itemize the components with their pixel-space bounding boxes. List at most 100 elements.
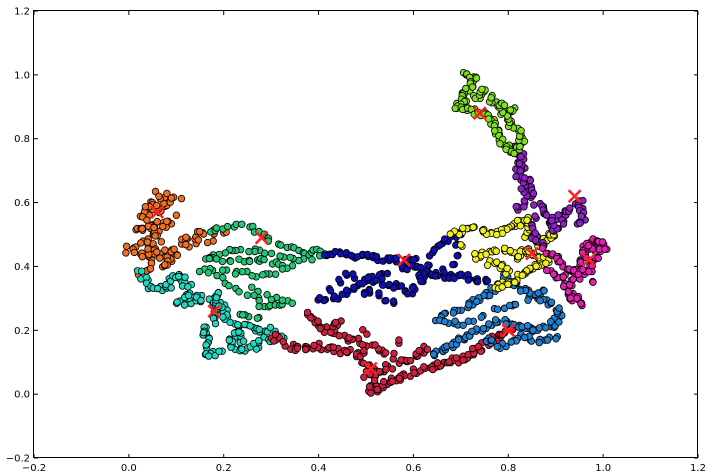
data-point — [548, 216, 556, 225]
data-point — [271, 330, 280, 339]
data-point — [555, 318, 563, 326]
data-point — [155, 192, 163, 200]
data-point — [584, 241, 593, 250]
data-point — [576, 219, 584, 227]
data-point — [406, 356, 415, 365]
data-point — [543, 266, 551, 275]
data-point — [415, 346, 423, 355]
data-point — [465, 301, 473, 309]
data-point — [235, 328, 243, 336]
data-point — [279, 338, 287, 346]
data-point — [367, 389, 375, 397]
data-point — [235, 288, 243, 296]
data-point — [403, 290, 412, 298]
data-point — [390, 284, 398, 292]
data-point — [151, 232, 159, 240]
data-point — [255, 302, 263, 311]
data-point — [177, 194, 186, 203]
data-point — [451, 317, 459, 325]
data-point — [598, 238, 607, 246]
data-point — [550, 270, 558, 278]
data-point — [239, 337, 248, 345]
data-point — [474, 342, 483, 351]
x-tick-label: 0.4 — [311, 463, 327, 474]
data-point — [395, 336, 403, 344]
data-point — [293, 344, 302, 352]
data-point — [358, 280, 367, 288]
data-point — [335, 275, 343, 284]
data-point — [577, 258, 585, 266]
data-point — [429, 365, 437, 374]
data-point — [483, 261, 492, 269]
data-point — [226, 257, 235, 265]
data-point — [472, 74, 481, 82]
data-point — [184, 283, 192, 291]
data-point — [138, 253, 146, 261]
data-point — [516, 287, 525, 295]
data-point — [302, 345, 310, 354]
data-point — [156, 254, 164, 262]
data-point — [375, 367, 383, 376]
data-point — [370, 376, 379, 385]
centroid-marker — [525, 246, 539, 261]
data-point — [479, 324, 488, 333]
y-tick-label: −0.2 — [6, 454, 30, 465]
data-point — [152, 201, 161, 210]
data-point — [547, 318, 555, 326]
data-point — [559, 282, 568, 290]
data-point — [303, 308, 312, 317]
data-point — [531, 212, 539, 220]
data-point — [451, 104, 459, 113]
data-point — [585, 268, 593, 276]
data-point — [524, 322, 532, 330]
data-point — [375, 289, 383, 297]
data-point — [516, 222, 525, 230]
data-point — [130, 248, 138, 257]
data-point — [143, 216, 151, 224]
data-point — [507, 338, 515, 346]
data-point — [382, 296, 390, 305]
data-point — [417, 277, 425, 286]
data-point — [238, 220, 246, 228]
data-point — [382, 349, 390, 357]
data-point — [153, 248, 161, 256]
data-point — [542, 324, 550, 332]
data-point — [219, 313, 227, 321]
data-point — [202, 341, 210, 349]
data-point — [440, 268, 448, 276]
data-point — [211, 319, 220, 328]
data-point — [500, 101, 509, 109]
data-point — [314, 317, 322, 325]
data-point — [473, 297, 481, 306]
data-point — [382, 365, 390, 373]
data-point — [483, 277, 492, 285]
data-point — [532, 262, 540, 270]
data-point — [204, 269, 213, 277]
x-tick-label: 1.0 — [595, 463, 611, 474]
data-point — [141, 202, 150, 211]
data-point — [316, 324, 324, 333]
centroid-marker — [363, 361, 378, 376]
data-point — [122, 249, 130, 257]
data-point — [267, 249, 276, 258]
data-point — [479, 226, 487, 235]
data-point — [365, 383, 374, 391]
points-layer — [122, 68, 611, 397]
data-point — [203, 238, 212, 247]
y-tick-label: 0.2 — [14, 326, 30, 337]
data-point — [383, 269, 392, 278]
data-point — [542, 259, 550, 267]
data-point — [457, 270, 465, 278]
data-point — [371, 341, 379, 349]
centroid-marker — [472, 106, 487, 121]
data-point — [389, 297, 398, 305]
data-point — [430, 350, 438, 358]
data-point — [457, 241, 465, 249]
data-point — [225, 282, 233, 290]
data-point — [559, 273, 567, 281]
data-point — [137, 239, 145, 247]
data-point — [524, 296, 532, 304]
centroid-marker — [397, 253, 411, 267]
data-point — [157, 238, 166, 246]
